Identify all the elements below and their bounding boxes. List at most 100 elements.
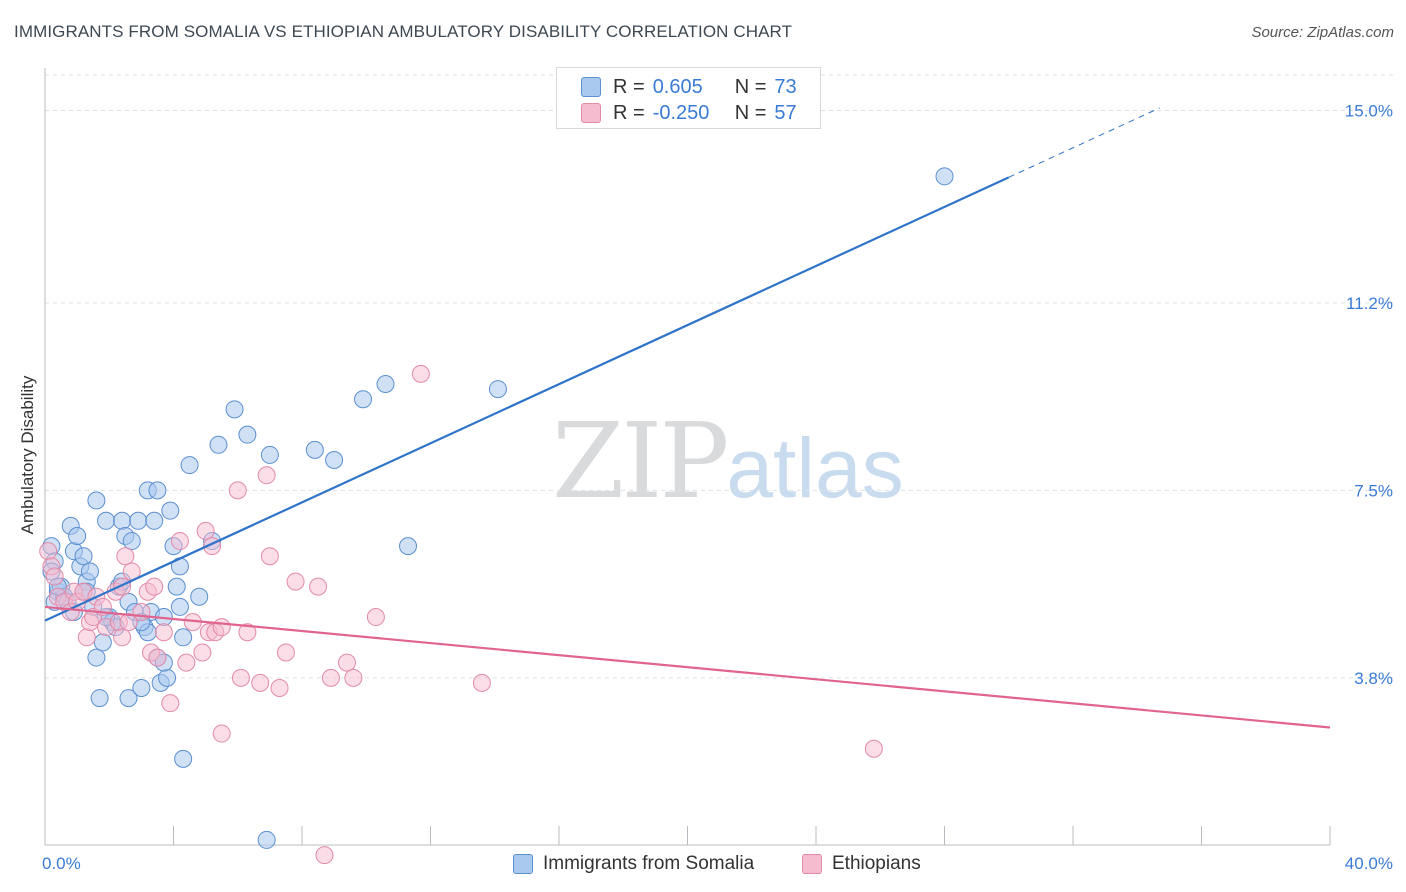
somalia-point bbox=[68, 526, 87, 545]
somalia-point bbox=[122, 532, 141, 551]
somalia-point bbox=[225, 400, 244, 419]
y-tick-label: 11.2% bbox=[1346, 294, 1393, 313]
somalia-point bbox=[90, 689, 109, 708]
somalia-point bbox=[167, 577, 186, 596]
ethiopians-point bbox=[170, 532, 189, 551]
ethiopians-point bbox=[77, 628, 96, 647]
ethiopians-point bbox=[321, 668, 340, 687]
legend-n-label: N = bbox=[734, 101, 767, 124]
somalia-point bbox=[174, 749, 193, 768]
x-tick-label: 0.0% bbox=[42, 854, 81, 873]
ethiopians-point bbox=[315, 846, 334, 865]
ethiopians-point bbox=[411, 364, 430, 383]
somalia-trend-extension bbox=[1008, 107, 1160, 178]
legend-row-somalia: R = 0.605 N = 73 bbox=[581, 74, 797, 100]
somalia-point bbox=[87, 648, 106, 667]
somalia-point bbox=[209, 435, 228, 454]
x-tick-label: 40.0% bbox=[1345, 854, 1393, 873]
ethiopians-point bbox=[251, 673, 270, 692]
watermark-zip: ZIP bbox=[552, 400, 729, 522]
ethiopians-point bbox=[116, 547, 135, 566]
ethiopians-point bbox=[366, 608, 385, 627]
ethiopians-point bbox=[113, 577, 132, 596]
watermark: ZIPatlas bbox=[552, 400, 904, 522]
somalia-point bbox=[170, 597, 189, 616]
legend-n-value: 57 bbox=[774, 101, 797, 124]
ethiopians-point bbox=[113, 628, 132, 647]
somalia-point bbox=[132, 678, 151, 697]
ethiopians-point bbox=[472, 673, 491, 692]
ethiopians-point bbox=[145, 577, 164, 596]
somalia-swatch-icon bbox=[581, 77, 601, 97]
legend-r-label: R = bbox=[613, 101, 645, 124]
somalia-point bbox=[119, 689, 138, 708]
somalia-point bbox=[399, 537, 418, 556]
ethiopians-point bbox=[228, 481, 247, 500]
ethiopians-point bbox=[344, 668, 363, 687]
ethiopians-point bbox=[161, 694, 180, 713]
ethiopians-trend-line bbox=[44, 605, 1331, 729]
somalia-point bbox=[257, 830, 276, 849]
ethiopians-point bbox=[231, 668, 250, 687]
ethiopians-point bbox=[309, 577, 328, 596]
somalia-point bbox=[190, 587, 209, 606]
ethiopians-point bbox=[193, 643, 212, 662]
ethiopians-point bbox=[39, 542, 58, 561]
y-tick-label: 3.8% bbox=[1354, 669, 1393, 688]
somalia-point bbox=[488, 380, 507, 399]
somalia-point bbox=[97, 511, 116, 530]
chart-title: IMMIGRANTS FROM SOMALIA VS ETHIOPIAN AMB… bbox=[14, 22, 793, 41]
legend-r-value: 0.605 bbox=[652, 75, 703, 98]
somalia-point bbox=[87, 491, 106, 510]
somalia-point bbox=[305, 440, 324, 459]
legend-n-value: 73 bbox=[774, 75, 797, 98]
legend-r-value: -0.250 bbox=[652, 101, 710, 124]
ethiopians-swatch-icon bbox=[581, 103, 601, 123]
somalia-point bbox=[260, 445, 279, 464]
somalia-point bbox=[161, 501, 180, 520]
ethiopians-point bbox=[257, 466, 276, 485]
legend-row-ethiopians: R = -0.250 N = 57 bbox=[581, 100, 797, 126]
bottom-legend-ethiopians-label: Ethiopians bbox=[832, 853, 921, 874]
legend-n-label: N = bbox=[734, 75, 767, 98]
somalia-point bbox=[74, 547, 93, 566]
ethiopians-point bbox=[212, 618, 231, 637]
somalia-legend-swatch-icon bbox=[513, 854, 533, 874]
legend-r-label: R = bbox=[613, 75, 645, 98]
ethiopians-legend-swatch-icon bbox=[802, 854, 822, 874]
ethiopians-point bbox=[196, 521, 215, 540]
somalia-point bbox=[354, 390, 373, 409]
somalia-point bbox=[113, 511, 132, 530]
ethiopians-point bbox=[154, 623, 173, 642]
somalia-point bbox=[180, 456, 199, 475]
bottom-legend-somalia-label: Immigrants from Somalia bbox=[543, 853, 755, 874]
somalia-trend-line bbox=[44, 176, 1010, 622]
somalia-point bbox=[325, 451, 344, 469]
ethiopians-point bbox=[148, 648, 167, 667]
ethiopians-point bbox=[177, 653, 196, 672]
somalia-point bbox=[80, 562, 99, 581]
ethiopians-point bbox=[45, 567, 64, 586]
ethiopians-point bbox=[864, 739, 883, 758]
somalia-point bbox=[174, 628, 193, 647]
ethiopians-point bbox=[270, 678, 289, 697]
ethiopians-point bbox=[286, 572, 305, 591]
ethiopians-point bbox=[212, 724, 231, 743]
ethiopians-point bbox=[276, 643, 295, 662]
chart-source: Source: ZipAtlas.com bbox=[1251, 24, 1394, 41]
somalia-point bbox=[158, 668, 177, 687]
ethiopians-point bbox=[119, 613, 138, 632]
y-axis-label: Ambulatory Disability bbox=[18, 375, 37, 535]
ethiopians-point bbox=[132, 602, 151, 621]
y-tick-label: 7.5% bbox=[1354, 481, 1393, 500]
ethiopians-point bbox=[260, 547, 279, 566]
somalia-point bbox=[935, 167, 954, 186]
somalia-point bbox=[145, 511, 164, 530]
watermark-atlas: atlas bbox=[726, 421, 904, 515]
somalia-point bbox=[93, 633, 112, 652]
somalia-point bbox=[129, 511, 148, 530]
y-tick-label: 15.0% bbox=[1345, 101, 1393, 120]
somalia-point bbox=[376, 375, 395, 394]
somalia-point bbox=[148, 481, 167, 500]
